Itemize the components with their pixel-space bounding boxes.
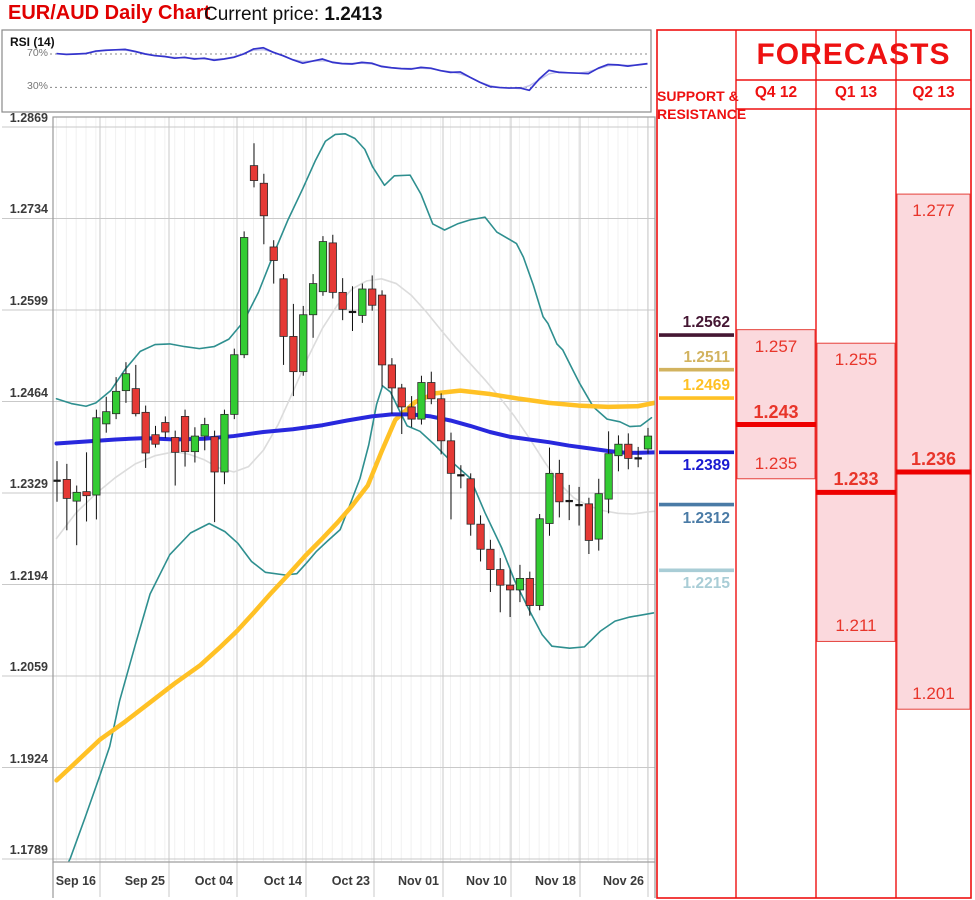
price-grid [2, 117, 655, 897]
x-tick: Nov 18 [535, 874, 576, 888]
sr-level-value-2: 1.2469 [682, 377, 730, 394]
current-price-value: 1.2413 [324, 4, 383, 25]
forecast-range-0 [736, 329, 816, 480]
x-tick: Oct 04 [194, 874, 233, 888]
x-tick: Nov 01 [398, 874, 439, 888]
x-tick: Oct 14 [263, 874, 302, 888]
sr-level-value-1: 1.2511 [683, 349, 730, 366]
y-tick: 1.2869 [9, 111, 48, 125]
forecast-pivot-1: 1.233 [833, 469, 879, 489]
rsi-30-level-label: 30% [26, 80, 48, 92]
y-tick: 1.2734 [9, 202, 48, 216]
forecast-high-0: 1.257 [754, 337, 798, 356]
sr-level-value-0: 1.2562 [682, 314, 730, 331]
forecasts-title: FORECASTS [756, 38, 951, 71]
sr-header-line2: RESISTANCE [657, 106, 747, 122]
forecast-quarter-label-0: Q4 12 [754, 84, 798, 101]
x-tick: Sep 25 [124, 874, 165, 888]
y-tick: 1.2194 [9, 569, 48, 583]
forecast-low-1: 1.211 [835, 616, 877, 635]
x-tick: Oct 23 [331, 874, 370, 888]
bollinger-lower-line [67, 385, 655, 862]
forecast-quarter-label-2: Q2 13 [912, 84, 955, 101]
y-tick: 1.2599 [9, 294, 48, 308]
current-price: Current price: 1.2413 [204, 4, 383, 26]
rsi-panel [1, 29, 652, 113]
plot-border [52, 116, 656, 863]
x-tick: Sep 16 [55, 874, 96, 888]
rsi-70-level-label: 70% [26, 47, 48, 59]
y-tick: 1.1924 [9, 752, 48, 766]
forecast-quarter-label-1: Q1 13 [834, 84, 878, 101]
x-tick: Nov 10 [466, 874, 507, 888]
sma20-gray-line [55, 278, 655, 540]
forecast-high-2: 1.277 [912, 201, 955, 220]
candles [53, 143, 653, 618]
rsi-indicator-label: RSI (14) [10, 35, 55, 49]
current-price-label: Current price: [204, 4, 320, 25]
forecast-range-2 [896, 193, 971, 710]
x-tick: Nov 26 [603, 874, 644, 888]
forecast-low-2: 1.201 [912, 684, 955, 703]
y-tick: 1.2059 [9, 660, 48, 674]
bollinger-upper-line [55, 132, 653, 428]
y-tick: 1.2464 [9, 386, 48, 400]
forecast-low-0: 1.235 [754, 454, 798, 473]
y-tick: 1.2329 [9, 477, 48, 491]
sr-level-value-5: 1.2215 [682, 575, 730, 592]
sr-level-value-4: 1.2312 [682, 510, 730, 527]
forecast-table [656, 29, 972, 899]
rsi-line [56, 46, 648, 92]
ma-yellow-line [54, 388, 655, 783]
sr-level-value-3: 1.2389 [682, 457, 730, 474]
forecast-pivot-0: 1.243 [753, 402, 799, 422]
forecast-pivot-2: 1.236 [910, 449, 957, 469]
sr-header-line1: SUPPORT & [657, 88, 739, 104]
y-tick: 1.1789 [9, 843, 48, 857]
forecast-high-1: 1.255 [834, 350, 878, 369]
page-title: EUR/AUD Daily Chart [8, 2, 211, 24]
